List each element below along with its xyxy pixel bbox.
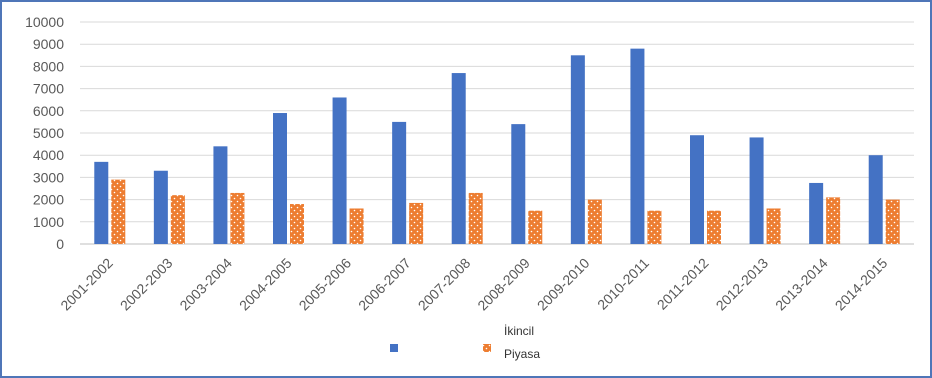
bar-series-2-2002-2003	[170, 195, 185, 244]
bar-series-1-2009-2010	[570, 55, 585, 244]
x-tick-label: 2002-2003	[117, 255, 176, 314]
x-tick-label: 2011-2012	[654, 255, 712, 313]
bar-series-2-2013-2014	[826, 197, 841, 244]
bar-series-1-2006-2007	[392, 121, 407, 244]
bars	[94, 48, 900, 245]
x-tick-label: 2007-2008	[415, 255, 474, 314]
legend-text-line-1: İkincil	[504, 324, 534, 338]
x-axis-ticks: 2001-2002 2002-2003 2003-2004 2004-2005 2005…	[57, 255, 890, 314]
legend-swatch-series-2	[483, 344, 491, 352]
x-tick-label: 2008-2009	[474, 255, 533, 314]
y-tick-label: 7000	[33, 81, 64, 97]
legend-swatch-series-1	[390, 344, 398, 352]
y-tick-label: 0	[56, 236, 64, 252]
gridlines	[80, 21, 914, 245]
x-tick-label: 2003-2004	[176, 255, 235, 314]
bar-series-2-2014-2015	[885, 199, 900, 244]
x-tick-label: 2014-2015	[832, 255, 891, 314]
bar-series-1-2005-2006	[332, 97, 347, 244]
x-tick-label: 2005-2006	[296, 255, 355, 314]
legend: İkincil Piyasa	[390, 324, 540, 361]
x-tick-label: 2010-2011	[594, 255, 652, 313]
bar-series-1-2010-2011	[630, 48, 645, 244]
bar-series-1-2007-2008	[451, 73, 466, 244]
y-tick-label: 5000	[33, 125, 64, 141]
y-tick-label: 8000	[33, 58, 64, 74]
x-tick-label: 2004-2005	[236, 255, 295, 314]
bar-series-1-2014-2015	[868, 155, 883, 244]
bar-series-1-2011-2012	[690, 135, 704, 244]
y-tick-label: 2000	[33, 192, 64, 208]
x-tick-label: 2006-2007	[355, 255, 414, 314]
x-tick-label: 2001-2002	[57, 255, 116, 314]
bar-series-1-2004-2005	[273, 113, 287, 245]
bar-series-1-2008-2009	[511, 124, 526, 244]
y-tick-label: 10000	[25, 14, 64, 30]
bar-series-2-2011-2012	[707, 210, 721, 244]
bar-series-2-2005-2006	[349, 208, 364, 244]
x-tick-label: 2012-2013	[713, 255, 772, 314]
y-tick-label: 3000	[33, 169, 64, 185]
y-axis-ticks: 0 1000 2000 3000 4000 5000 6000 7000 8000 9000 100…	[25, 14, 64, 252]
bar-series-2-2012-2013	[766, 208, 781, 244]
x-tick-label: 2013-2014	[772, 255, 831, 314]
bar-series-1-2013-2014	[809, 182, 824, 244]
bar-series-1-2003-2004	[213, 146, 228, 244]
legend-text-line-2: Piyasa	[504, 347, 540, 361]
bar-series-2-2007-2008	[468, 192, 483, 244]
x-tick-label: 2009-2010	[534, 255, 593, 314]
y-tick-label: 1000	[33, 214, 64, 230]
bar-series-2-2006-2007	[409, 202, 424, 244]
bar-series-2-2003-2004	[230, 192, 245, 244]
bar-series-1-2001-2002	[94, 161, 109, 244]
bar-series-2-2008-2009	[528, 210, 543, 244]
bar-series-2-2001-2002	[111, 179, 126, 244]
bar-series-2-2010-2011	[647, 210, 662, 244]
y-tick-label: 4000	[33, 147, 64, 163]
y-tick-label: 9000	[33, 36, 64, 52]
bar-series-1-2012-2013	[749, 137, 764, 244]
y-tick-label: 6000	[33, 103, 64, 119]
bar-series-1-2002-2003	[153, 170, 168, 244]
bar-series-2-2004-2005	[290, 204, 304, 244]
bar-series-2-2009-2010	[587, 199, 602, 244]
